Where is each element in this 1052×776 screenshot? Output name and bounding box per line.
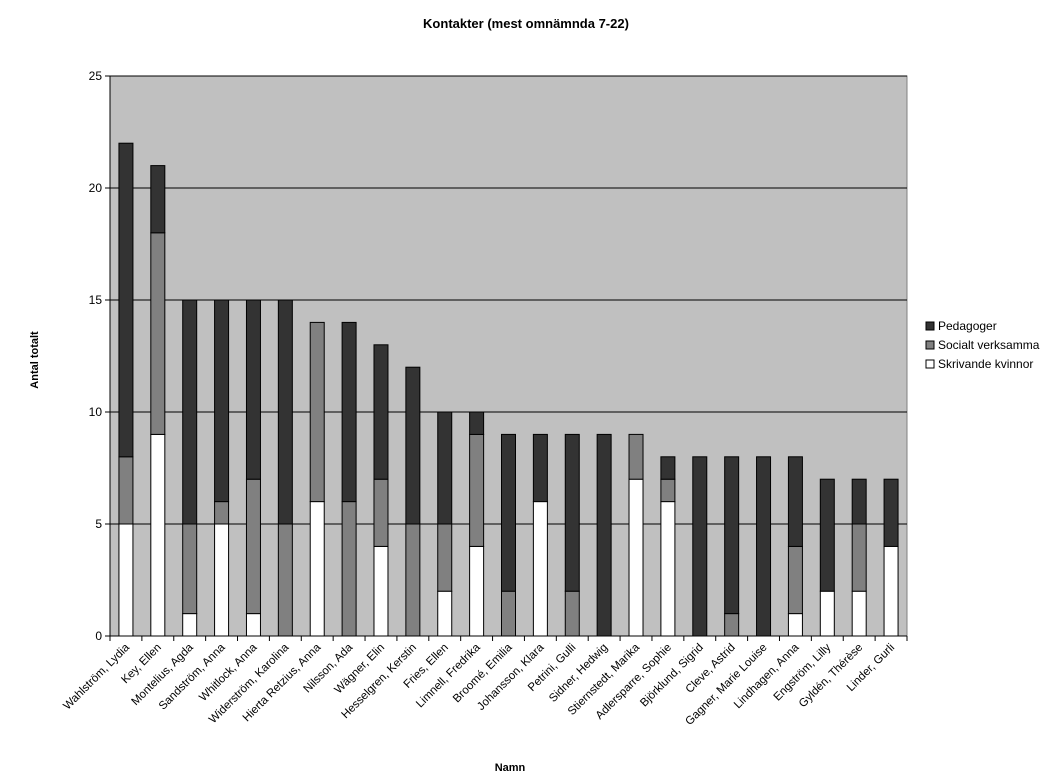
legend-swatch [926, 322, 934, 330]
bar-segment [406, 524, 420, 636]
bar-segment [470, 546, 484, 636]
y-tick-label: 10 [89, 405, 103, 419]
bar-segment [502, 591, 516, 636]
bar-segment [661, 457, 675, 479]
y-axis: 0 5 10 15 20 25 [89, 69, 110, 643]
legend-swatch [926, 360, 934, 368]
bar-segment [661, 479, 675, 501]
bar-segment [278, 300, 292, 524]
bar-segment [183, 614, 197, 636]
bar-segment [725, 614, 739, 636]
bar-segment [693, 457, 707, 636]
bar-segment [342, 322, 356, 501]
bar-segment [565, 591, 579, 636]
y-tick-label: 20 [89, 181, 103, 195]
bar-segment [597, 434, 611, 636]
bar-segment [533, 502, 547, 636]
bar-segment [533, 434, 547, 501]
bar-segment [374, 479, 388, 546]
bar-segment [119, 457, 133, 524]
bar-segment [215, 300, 229, 502]
x-tick-label: Engström, Lilly [772, 641, 834, 703]
bar-segment [151, 233, 165, 435]
bar-segment [852, 479, 866, 524]
bar-segment [246, 614, 260, 636]
bar-segment [629, 434, 643, 479]
bar-segment [788, 457, 802, 547]
bar-segment [246, 479, 260, 613]
bar-segment [884, 479, 898, 546]
y-tick-label: 0 [95, 629, 102, 643]
bar-segment [215, 524, 229, 636]
x-axis-title: Namn [495, 762, 526, 774]
bar-segment [278, 524, 292, 636]
bar-segment [502, 434, 516, 591]
bar-segment [438, 412, 452, 524]
bar-segment [215, 502, 229, 524]
bar-segment [342, 502, 356, 636]
bar-segment [820, 479, 834, 591]
bar-segment [438, 524, 452, 591]
chart-title: Kontakter (mest omnämnda 7-22) [423, 16, 629, 31]
bar-segment [820, 591, 834, 636]
bar-segment [788, 614, 802, 636]
y-tick-label: 25 [89, 69, 103, 83]
bar-segment [852, 591, 866, 636]
bar-segment [183, 524, 197, 614]
bar-segment [629, 479, 643, 636]
legend-label: Socialt verksamma [938, 338, 1040, 352]
bar-segment [151, 434, 165, 636]
bar-segment [119, 524, 133, 636]
bar-segment [151, 166, 165, 233]
bar-segment [310, 322, 324, 501]
bar-segment [438, 591, 452, 636]
x-tick-label: Whitlock, Anna [197, 641, 260, 704]
bar-segment [470, 434, 484, 546]
bar-segment [788, 546, 802, 613]
bar-segment [661, 502, 675, 636]
bar-segment [374, 345, 388, 479]
bar-segment [119, 143, 133, 457]
y-tick-label: 5 [95, 517, 102, 531]
bar-segment [183, 300, 197, 524]
bar-segment [310, 502, 324, 636]
legend: Pedagoger Socialt verksamma Skrivande kvin… [926, 319, 1040, 371]
bar-segment [374, 546, 388, 636]
bar-segment [884, 546, 898, 636]
bar-segment [852, 524, 866, 591]
legend-swatch [926, 341, 934, 349]
y-tick-label: 15 [89, 293, 103, 307]
bar-segment [470, 412, 484, 434]
bar-segment [406, 367, 420, 524]
y-axis-title: Antal totalt [29, 331, 41, 389]
legend-label: Skrivande kvinnor [938, 357, 1033, 371]
bar-segment [565, 434, 579, 591]
bar-segment [725, 457, 739, 614]
legend-label: Pedagoger [938, 319, 997, 333]
bar-segment [757, 457, 771, 636]
bar-segment [246, 300, 260, 479]
